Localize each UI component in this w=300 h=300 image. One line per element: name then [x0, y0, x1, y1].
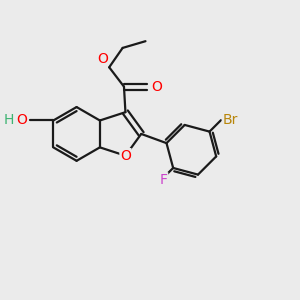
Text: Br: Br [222, 113, 238, 127]
Text: O: O [120, 149, 131, 163]
Text: H: H [4, 113, 14, 128]
Text: O: O [151, 80, 162, 94]
Text: F: F [160, 173, 168, 187]
Text: O: O [97, 52, 108, 66]
Text: O: O [16, 113, 27, 128]
